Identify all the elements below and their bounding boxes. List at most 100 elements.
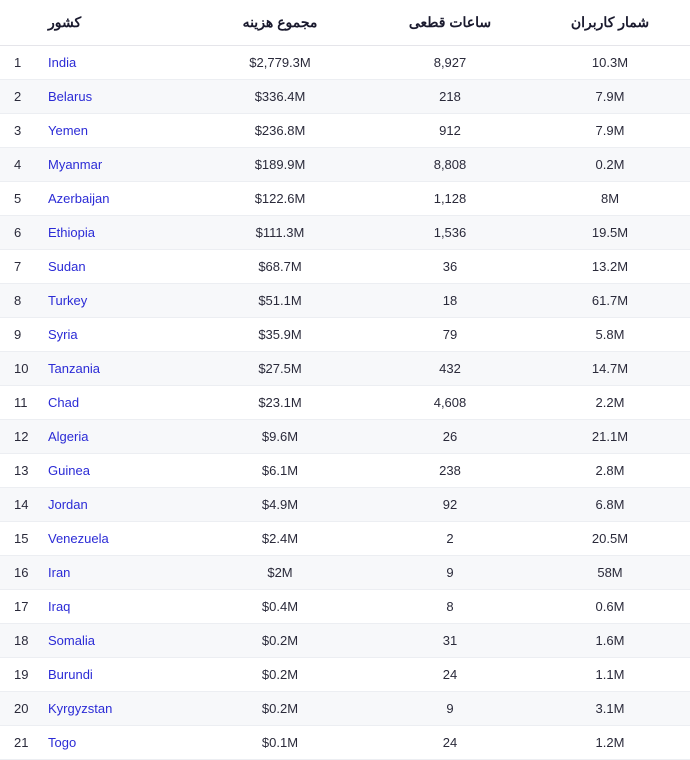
cell-hours: 24 — [370, 658, 530, 692]
cell-cost: $236.8M — [190, 114, 370, 148]
cell-cost: $0.1M — [190, 726, 370, 760]
cell-cost: $2M — [190, 556, 370, 590]
country-link[interactable]: Chad — [48, 395, 79, 410]
table-row: 15Venezuela$2.4M220.5M — [0, 522, 690, 556]
country-link[interactable]: Belarus — [48, 89, 92, 104]
cell-rank: 18 — [0, 624, 40, 658]
cell-users: 14.7M — [530, 352, 690, 386]
cell-users: 1.6M — [530, 624, 690, 658]
table-row: 18Somalia$0.2M311.6M — [0, 624, 690, 658]
cell-users: 0.2M — [530, 148, 690, 182]
cell-rank: 10 — [0, 352, 40, 386]
cell-hours: 8 — [370, 590, 530, 624]
country-link[interactable]: Burundi — [48, 667, 93, 682]
table-row: 11 Chad $23.1M4,6082.2M — [0, 386, 690, 420]
table-row: 3 Yemen $236.8M9127.9M — [0, 114, 690, 148]
cell-country: Togo — [40, 726, 190, 760]
cell-country: Tanzania — [40, 352, 190, 386]
cell-users: 1.1M — [530, 658, 690, 692]
country-link[interactable]: Myanmar — [48, 157, 102, 172]
cell-cost: $189.9M — [190, 148, 370, 182]
country-link[interactable]: Algeria — [48, 429, 88, 444]
country-link[interactable]: Iran — [48, 565, 70, 580]
header-cost: مجموع هزینه — [190, 0, 370, 46]
cell-rank: 6 — [0, 216, 40, 250]
cell-rank: 3 — [0, 114, 40, 148]
cell-cost: $122.6M — [190, 182, 370, 216]
country-link[interactable]: Togo — [48, 735, 76, 750]
table-row: 5Azerbaijan$122.6M1,1288M — [0, 182, 690, 216]
cell-country: Guinea — [40, 454, 190, 488]
cell-hours: 432 — [370, 352, 530, 386]
country-link[interactable]: Kyrgyzstan — [48, 701, 112, 716]
cell-cost: $35.9M — [190, 318, 370, 352]
country-link[interactable]: Somalia — [48, 633, 95, 648]
cell-rank: 12 — [0, 420, 40, 454]
table-row: 19 Burundi $0.2M241.1M — [0, 658, 690, 692]
cell-country: Iraq — [40, 590, 190, 624]
cell-users: 7.9M — [530, 114, 690, 148]
cell-hours: 1,536 — [370, 216, 530, 250]
table-row: 13Guinea$6.1M2382.8M — [0, 454, 690, 488]
country-link[interactable]: Azerbaijan — [48, 191, 109, 206]
cell-rank: 14 — [0, 488, 40, 522]
country-link[interactable]: Sudan — [48, 259, 86, 274]
cell-country: Jordan — [40, 488, 190, 522]
cell-rank: 9 — [0, 318, 40, 352]
cell-users: 2.2M — [530, 386, 690, 420]
cell-rank: 15 — [0, 522, 40, 556]
table-row: 6Ethiopia$111.3M1,53619.5M — [0, 216, 690, 250]
country-link[interactable]: India — [48, 55, 76, 70]
table-row: 12Algeria$9.6M2621.1M — [0, 420, 690, 454]
cell-hours: 4,608 — [370, 386, 530, 420]
cell-hours: 8,808 — [370, 148, 530, 182]
cell-country: Algeria — [40, 420, 190, 454]
country-link[interactable]: Venezuela — [48, 531, 109, 546]
cell-users: 6.8M — [530, 488, 690, 522]
cell-cost: $0.2M — [190, 624, 370, 658]
cell-cost: $0.2M — [190, 692, 370, 726]
cell-rank: 8 — [0, 284, 40, 318]
cell-users: 20.5M — [530, 522, 690, 556]
cell-rank: 4 — [0, 148, 40, 182]
cell-rank: 13 — [0, 454, 40, 488]
cell-country: Burundi — [40, 658, 190, 692]
cell-hours: 18 — [370, 284, 530, 318]
cell-country: Azerbaijan — [40, 182, 190, 216]
cell-users: 7.9M — [530, 80, 690, 114]
table-row: 10Tanzania$27.5M43214.7M — [0, 352, 690, 386]
country-link[interactable]: Tanzania — [48, 361, 100, 376]
cell-cost: $23.1M — [190, 386, 370, 420]
cell-country: Chad — [40, 386, 190, 420]
cell-cost: $6.1M — [190, 454, 370, 488]
country-link[interactable]: Guinea — [48, 463, 90, 478]
country-link[interactable]: Yemen — [48, 123, 88, 138]
cell-hours: 2 — [370, 522, 530, 556]
cell-cost: $0.2M — [190, 658, 370, 692]
country-link[interactable]: Jordan — [48, 497, 88, 512]
table-row: 7Sudan$68.7M3613.2M — [0, 250, 690, 284]
cell-hours: 26 — [370, 420, 530, 454]
country-link[interactable]: Turkey — [48, 293, 87, 308]
cell-rank: 19 — [0, 658, 40, 692]
country-link[interactable]: Syria — [48, 327, 78, 342]
cell-cost: $2,779.3M — [190, 46, 370, 80]
cell-country: Syria — [40, 318, 190, 352]
cell-rank: 11 — [0, 386, 40, 420]
cell-users: 1.2M — [530, 726, 690, 760]
cell-hours: 912 — [370, 114, 530, 148]
cell-users: 3.1M — [530, 692, 690, 726]
table-row: 4 Myanmar $189.9M8,8080.2M — [0, 148, 690, 182]
table-body: 1India$2,779.3M8,92710.3M2Belarus$336.4M… — [0, 46, 690, 760]
cell-cost: $4.9M — [190, 488, 370, 522]
country-link[interactable]: Iraq — [48, 599, 70, 614]
table-row: 17Iraq$0.4M80.6M — [0, 590, 690, 624]
cell-rank: 5 — [0, 182, 40, 216]
cell-cost: $68.7M — [190, 250, 370, 284]
table-row: 1India$2,779.3M8,92710.3M — [0, 46, 690, 80]
cell-rank: 7 — [0, 250, 40, 284]
cell-rank: 17 — [0, 590, 40, 624]
country-link[interactable]: Ethiopia — [48, 225, 95, 240]
table-row: 2Belarus$336.4M2187.9M — [0, 80, 690, 114]
cell-users: 5.8M — [530, 318, 690, 352]
